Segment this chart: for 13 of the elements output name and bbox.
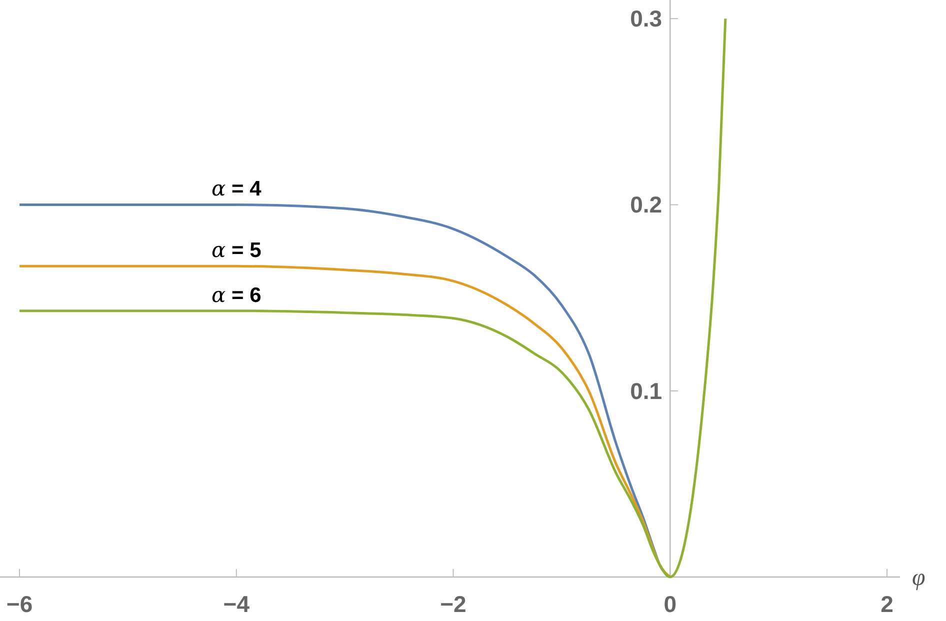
y-tick-label: 0.2 <box>630 192 662 218</box>
line-series <box>18 264 672 578</box>
x-tick-label: 2 <box>880 591 894 617</box>
x-tick-label: 0 <box>664 591 677 617</box>
x-tick-label: −4 <box>223 591 250 617</box>
x-axis-title: φ <box>912 565 926 591</box>
y-tick-label: 0.1 <box>630 378 662 404</box>
x-tick-label: −2 <box>440 591 466 617</box>
series-label: α = 4 <box>211 176 262 201</box>
series-label: α = 5 <box>211 238 262 262</box>
series-label: α = 6 <box>211 282 262 307</box>
y-tick-label: 0.3 <box>630 6 662 32</box>
x-tick-label: −6 <box>6 591 33 617</box>
